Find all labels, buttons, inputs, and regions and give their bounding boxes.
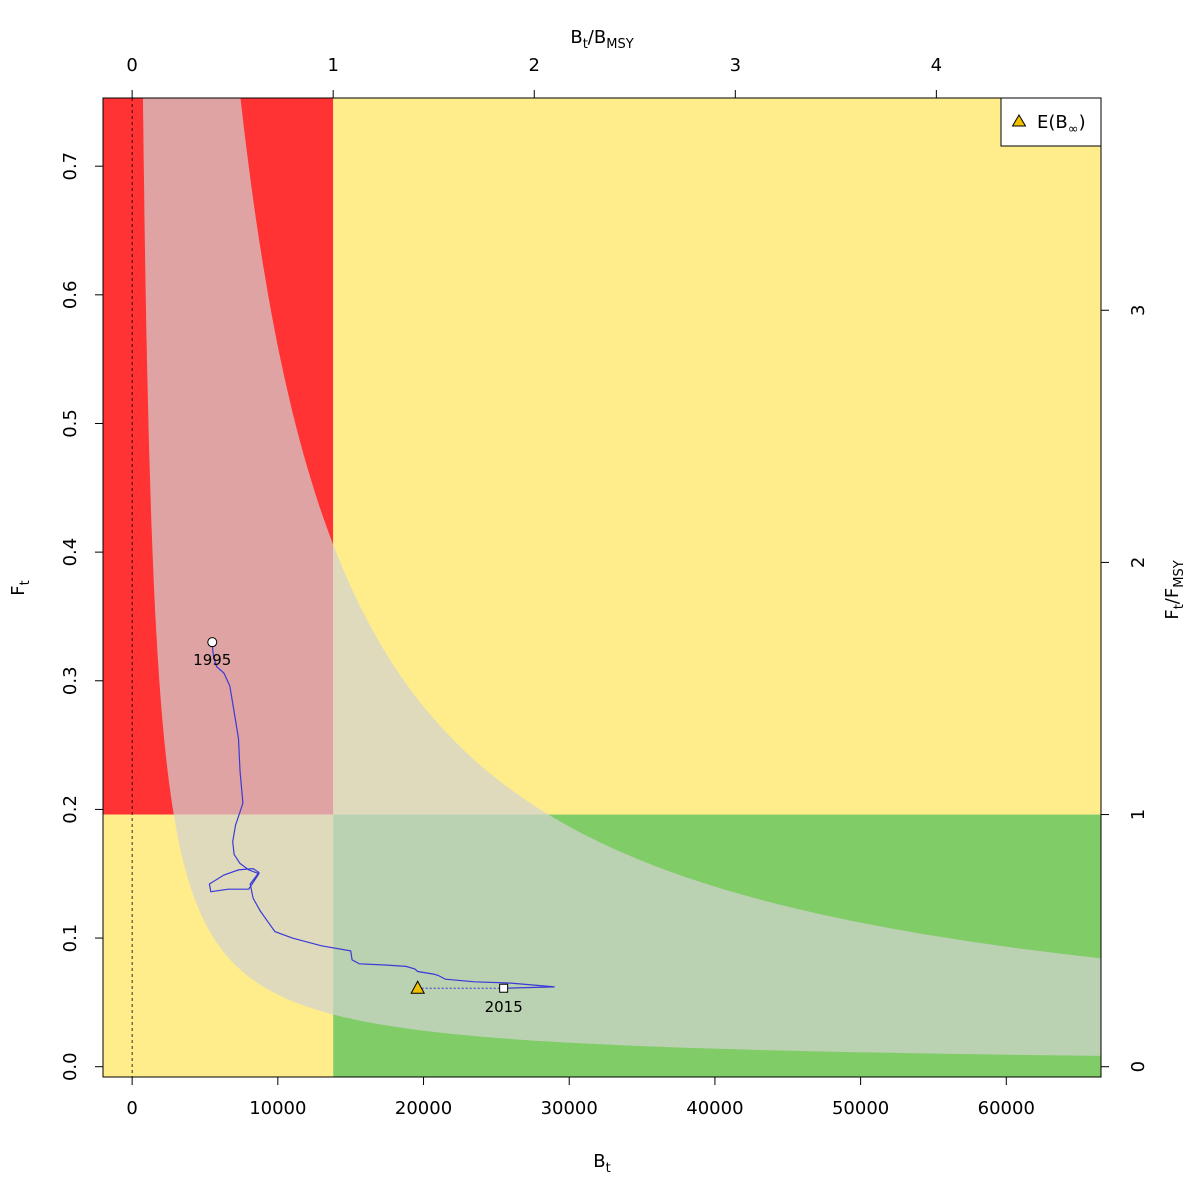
left-tick-label: 0.1 <box>60 924 81 953</box>
top-tick-label: 2 <box>529 55 540 76</box>
bottom-tick-label: 40000 <box>686 1098 743 1119</box>
bottom-tick-label: 60000 <box>978 1098 1035 1119</box>
plot-border <box>102 97 1102 1078</box>
legend-entry: E(B∞) <box>1037 112 1086 137</box>
left-tick-label: 0.2 <box>60 795 81 824</box>
not-overfished-overfishing-region <box>333 98 1101 815</box>
bottom-tick-label: 20000 <box>395 1098 452 1119</box>
left-tick-label: 0.7 <box>60 152 81 181</box>
top-tick-label: 4 <box>931 55 942 76</box>
left-tick-label: 0.4 <box>60 538 81 567</box>
plot-area <box>103 98 1101 1077</box>
bottom-tick-label: 50000 <box>832 1098 889 1119</box>
top-tick-label: 3 <box>730 55 741 76</box>
msy-curve-band <box>142 98 1101 1056</box>
bottom-axis-title: Bt <box>593 1151 610 1176</box>
right-tick-label: 3 <box>1128 305 1149 316</box>
legend-triangle-icon <box>1011 114 1027 127</box>
expected-equilibrium-triangle <box>410 980 426 994</box>
trajectory-line <box>208 645 555 989</box>
right-tick-label: 1 <box>1128 809 1149 820</box>
right-tick-label: 0 <box>1128 1061 1149 1072</box>
right-axis-title: Ft/FMSY <box>1162 560 1187 619</box>
left-tick-label: 0.6 <box>60 281 81 310</box>
legend: E(B∞) <box>1000 97 1102 147</box>
bottom-tick-label: 10000 <box>249 1098 306 1119</box>
start-year-label: 1995 <box>193 651 231 669</box>
end-point-marker <box>499 983 509 993</box>
top-tick-label: 1 <box>327 55 338 76</box>
right-tick-label: 2 <box>1128 557 1149 568</box>
left-axis: 0.0 0.1 0.2 0.3 0.4 0.5 0.6 0.7 <box>60 152 103 1081</box>
bottom-tick-label: 0 <box>126 1098 137 1119</box>
bottom-axis: 0 10000 20000 30000 40000 50000 60000 <box>126 1077 1035 1119</box>
left-tick-label: 0.0 <box>60 1052 81 1081</box>
top-axis-title: Bt/BMSY <box>570 27 633 52</box>
left-axis-title: Ft <box>8 580 33 595</box>
bottom-tick-label: 30000 <box>541 1098 598 1119</box>
top-tick-label: 0 <box>126 55 137 76</box>
left-tick-label: 0.5 <box>60 409 81 438</box>
top-axis: 0 1 2 3 4 <box>126 55 942 98</box>
end-year-label: 2015 <box>485 998 523 1016</box>
start-point-marker <box>207 637 218 648</box>
right-axis: 0 1 2 3 <box>1101 305 1149 1072</box>
left-tick-label: 0.3 <box>60 666 81 695</box>
